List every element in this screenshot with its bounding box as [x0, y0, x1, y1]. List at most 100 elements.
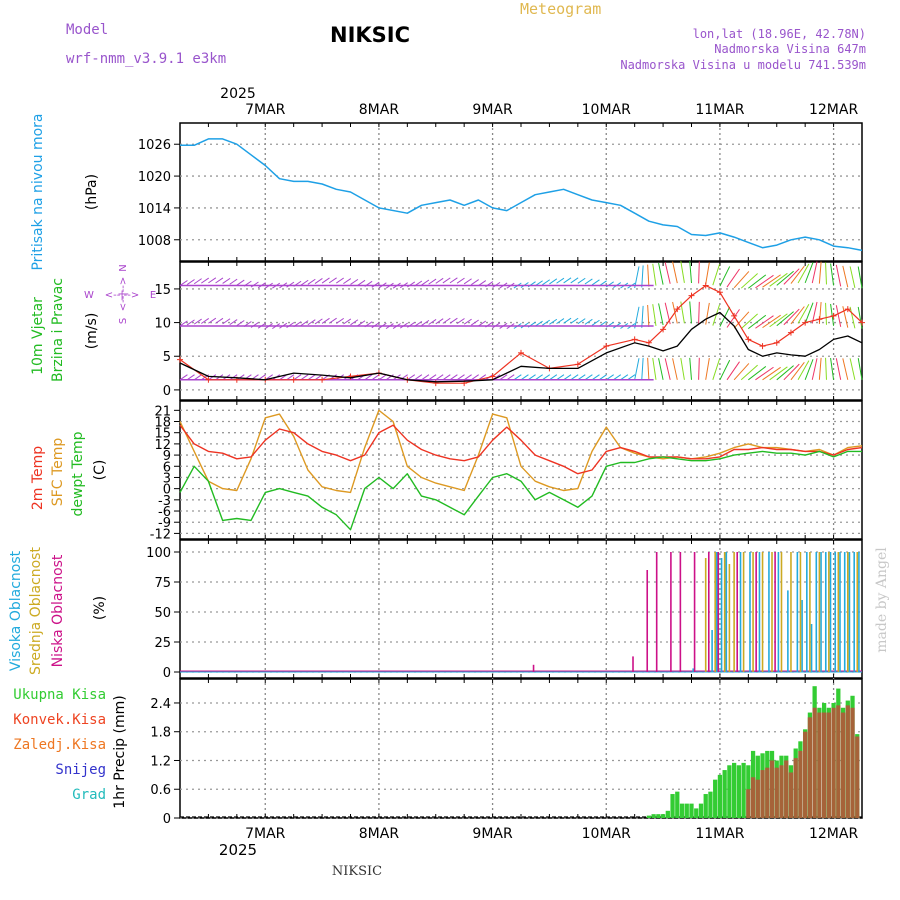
wind-gust-marker [830, 312, 837, 319]
wind-barb [733, 363, 750, 381]
wind-barb [428, 374, 437, 381]
conv-precip-bar [807, 717, 813, 818]
temp-ytick-label: 3 [163, 471, 171, 486]
wind-barb [201, 318, 210, 324]
conv-precip-bar [812, 707, 817, 818]
wind-barb [797, 304, 810, 324]
wind-barb [762, 314, 781, 329]
conv-precip-bar [831, 707, 836, 818]
total-precip-bar [736, 765, 741, 818]
wind-barb [435, 277, 444, 284]
wind-title-2: Brzina i Pravac [50, 278, 66, 382]
cloud-ytick-label: 100 [146, 546, 171, 561]
total-precip-bar [675, 791, 680, 818]
wind-barb [364, 374, 373, 381]
pressure-unit: (hPa) [84, 174, 100, 210]
conv-precip-bar [746, 789, 751, 818]
wind-barb [293, 374, 302, 381]
wind-gust-marker [631, 336, 638, 343]
model-elevation-label: Nadmorska Visina u modelu 741.539m [620, 58, 866, 72]
wind-ytick-label: 10 [154, 317, 171, 332]
wind-barb [570, 317, 579, 324]
wind-barb [463, 278, 472, 285]
wind-barb [236, 374, 245, 381]
wind-barb [307, 374, 316, 381]
model-label: Model [66, 22, 108, 38]
wind-barb [776, 311, 794, 327]
wind-gust-marker [731, 312, 738, 319]
conv-precip-bar [826, 712, 831, 818]
temp-ytick-label: 9 [163, 449, 171, 464]
wind-barb [336, 277, 345, 284]
wind-barb [179, 320, 188, 327]
wind-barb [698, 357, 700, 380]
wind-barb [698, 301, 700, 324]
conv-precip-bar [769, 760, 775, 818]
wind-barb [556, 374, 565, 381]
wind-barb [456, 318, 465, 324]
product-title: Meteogram [520, 0, 601, 18]
cloud-unit: (%) [92, 596, 108, 620]
wind-barb [549, 318, 558, 325]
wind-gust-marker [603, 343, 610, 350]
total-precip-bar [660, 814, 666, 818]
wind-barb [300, 279, 309, 286]
wind-barb [652, 263, 657, 286]
wind-gust-marker [645, 339, 652, 346]
wind-barb [343, 318, 352, 325]
wind-barb [755, 366, 774, 381]
y-tick-labels: 1008101410201026051015-12-9-6-3036912151… [138, 138, 171, 827]
conv-precip-bar [784, 760, 789, 818]
conv-precip-bar [850, 707, 855, 818]
wind-barb [783, 363, 800, 381]
wind-barb [641, 357, 644, 380]
wind-barb [286, 322, 295, 329]
wind-barb [658, 303, 664, 326]
wind-ytick-label: 5 [163, 350, 171, 365]
total-precip-bar [727, 765, 732, 818]
wind-gust-marker [290, 376, 297, 383]
wind-barb [740, 313, 758, 329]
cloud-title-mid: Srednja Oblacnost [28, 547, 44, 675]
wind-barb [421, 374, 430, 381]
wind-barb [591, 319, 600, 326]
wind-barb [556, 318, 565, 325]
lonlat-label: lon,lat (18.96E, 42.78N) [693, 27, 866, 41]
wind-barb [542, 279, 551, 286]
wind-barb [520, 374, 529, 381]
wind-barb [435, 318, 444, 325]
precip-ytick-label: 0.6 [150, 783, 171, 798]
wind-barb [549, 278, 558, 285]
wind-gust-marker [574, 361, 581, 368]
wind-barb [613, 374, 622, 381]
wind-barb [857, 266, 863, 289]
total-precip-bar [670, 794, 675, 818]
wind-barb [634, 358, 640, 380]
wind-barb [179, 280, 188, 286]
wind-barb [835, 264, 842, 287]
wind-barb [314, 278, 323, 284]
wind-barb [740, 364, 758, 381]
total-precip-bar [665, 810, 670, 818]
bottom-day-labels: 7MAR 8MAR 9MAR 10MAR 11MAR 12MAR [245, 826, 858, 842]
conv-precip-bar [765, 767, 770, 818]
wind-barb [591, 374, 600, 381]
wind-barb [584, 278, 593, 285]
series-lines [177, 138, 865, 531]
pressure-ytick-label: 1020 [138, 170, 171, 185]
wind-barb [658, 358, 664, 380]
temp-title-sfc: SFC Temp [50, 438, 66, 507]
wind-barb [835, 358, 842, 380]
wind-gust-marker [702, 282, 709, 289]
wind-barb [563, 374, 572, 381]
temp-ytick-label: 18 [154, 416, 171, 431]
wind-barb [286, 281, 295, 288]
wind-barb [577, 374, 586, 381]
wind-barb [641, 265, 644, 288]
wind-barb [726, 361, 740, 381]
pressure-title: Pritisak na nivou mora [30, 113, 46, 270]
top-day-label: 11MAR [695, 102, 744, 118]
wind-speed-line [179, 311, 863, 383]
pressure-ytick-label: 1026 [138, 138, 171, 153]
wind-barb [215, 317, 224, 324]
